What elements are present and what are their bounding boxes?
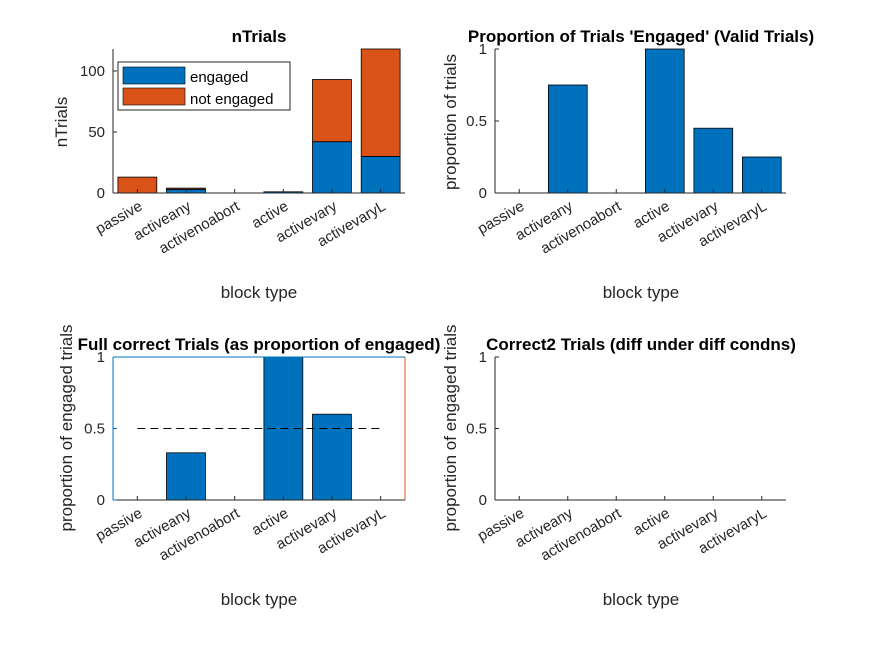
y-axis-label: proportion of engaged trials <box>441 325 460 532</box>
y-tick-label: 0 <box>479 185 487 202</box>
bar-not-engaged-activevaryL <box>360 48 401 157</box>
y-tick-label: 100 <box>80 63 105 80</box>
y-tick-label: 1 <box>479 41 487 58</box>
y-tick-label: 50 <box>88 124 105 141</box>
bar-not-engaged-activevary <box>312 79 352 143</box>
y-tick-label: 1 <box>97 349 105 366</box>
bar-active <box>645 48 685 194</box>
x-axis-label: block type <box>221 590 298 609</box>
y-tick-label: 0.5 <box>466 421 487 438</box>
bar-activevaryL <box>742 156 782 194</box>
panel-title: nTrials <box>232 27 287 46</box>
panel-title: Proportion of Trials 'Engaged' (Valid Tr… <box>468 27 814 46</box>
y-axis-label: nTrials <box>52 97 71 147</box>
y-axis-label: proportion of engaged trials <box>57 325 76 532</box>
y-axis-label: proportion of trials <box>441 54 460 190</box>
legend-label-not-engaged: not engaged <box>190 91 273 108</box>
bar-activevary <box>312 413 352 501</box>
panel-title: Full correct Trials (as proportion of en… <box>78 335 441 354</box>
panel-full-correct: Full correct Trials (as proportion of en… <box>57 325 440 609</box>
bar-engaged-activevaryL <box>360 155 401 194</box>
bar-activeany <box>548 84 588 194</box>
x-axis-label: block type <box>221 283 298 302</box>
y-tick-label: 0 <box>97 492 105 509</box>
bar-activevary <box>693 127 734 194</box>
panel-title: Correct2 Trials (diff under diff condns) <box>486 335 796 354</box>
legend: engaged not engaged <box>117 61 291 111</box>
bars <box>548 48 782 194</box>
y-tick-label: 1 <box>479 349 487 366</box>
bar-activeany <box>166 452 206 501</box>
y-tick-label: 0 <box>479 492 487 509</box>
x-axis-label: block type <box>603 590 680 609</box>
legend-swatch-engaged <box>122 66 186 85</box>
y-tick-label: 0.5 <box>466 113 487 130</box>
y-tick-label: 0.5 <box>84 421 105 438</box>
bar-engaged-activevary <box>312 141 352 194</box>
y-tick-label: 0 <box>97 185 105 202</box>
legend-swatch-not-engaged <box>122 87 186 106</box>
x-axis-label: block type <box>603 283 680 302</box>
legend-label-engaged: engaged <box>190 69 248 86</box>
bars <box>137 356 381 501</box>
